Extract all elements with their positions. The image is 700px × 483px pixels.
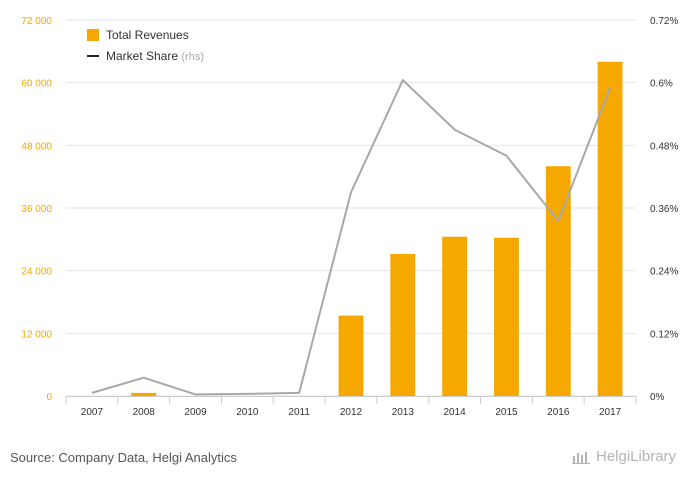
x-tick-label: 2011 [288, 407, 310, 418]
y-right-tick-label: 0.72% [650, 16, 678, 27]
y-right-tick-label: 0.6% [650, 79, 673, 90]
x-tick-label: 2008 [133, 407, 156, 418]
legend-label-revenues: Total Revenues [106, 28, 189, 42]
y-right-tick-label: 0.36% [650, 204, 678, 215]
revenue-bar [545, 166, 571, 396]
legend-rhs-suffix: (rhs) [181, 51, 204, 63]
x-tick-label: 2017 [599, 407, 622, 418]
revenue-bar [131, 392, 157, 396]
y-left-tick-label: 0 [46, 392, 52, 403]
library-icon [572, 451, 590, 464]
legend-label-market-share: Market Share (rhs) [106, 49, 204, 63]
market-share-line-group [91, 79, 612, 396]
revenue-bar [597, 61, 623, 397]
y-right-tick-label: 0.48% [650, 141, 678, 152]
revenue-bar [338, 315, 364, 396]
legend: Total Revenues Market Share (rhs) [87, 28, 204, 63]
legend-swatch-revenues [87, 29, 99, 41]
y-left-tick-label: 36 000 [21, 204, 52, 215]
y-left-tick-label: 12 000 [21, 329, 52, 340]
x-tick-label: 2007 [81, 407, 104, 418]
source-note: Source: Company Data, Helgi Analytics [10, 450, 237, 465]
revenue-bars [131, 61, 623, 397]
axes: 0 0% 12 000 0.12% 24 000 0.24% 36 000 0.36% 48 0… [21, 16, 678, 418]
y-right-tick-label: 0.12% [650, 329, 678, 340]
brand-name: HelgiLibrary [596, 448, 677, 465]
x-tick-label: 2016 [547, 407, 570, 418]
x-tick-label: 2010 [236, 407, 259, 418]
x-tick-label: 2013 [392, 407, 415, 418]
y-left-tick-label: 24 000 [21, 267, 52, 278]
revenue-bar [390, 253, 416, 396]
x-tick-label: 2014 [444, 407, 467, 418]
y-left-tick-label: 72 000 [21, 16, 52, 27]
x-tick-label: 2009 [184, 407, 207, 418]
revenue-bar [442, 236, 468, 396]
x-tick-label: 2015 [495, 407, 518, 418]
chart: 0 0% 12 000 0.12% 24 000 0.24% 36 000 0.36% 48 0… [21, 16, 678, 418]
y-right-tick-label: 0% [650, 392, 665, 403]
y-left-tick-label: 48 000 [21, 141, 52, 152]
revenue-bar [494, 237, 519, 396]
brand-logo: HelgiLibrary [572, 448, 676, 465]
x-tick-label: 2012 [340, 407, 363, 418]
gridlines [66, 19, 636, 397]
y-left-tick-label: 60 000 [21, 79, 52, 90]
y-right-tick-label: 0.24% [650, 267, 678, 278]
